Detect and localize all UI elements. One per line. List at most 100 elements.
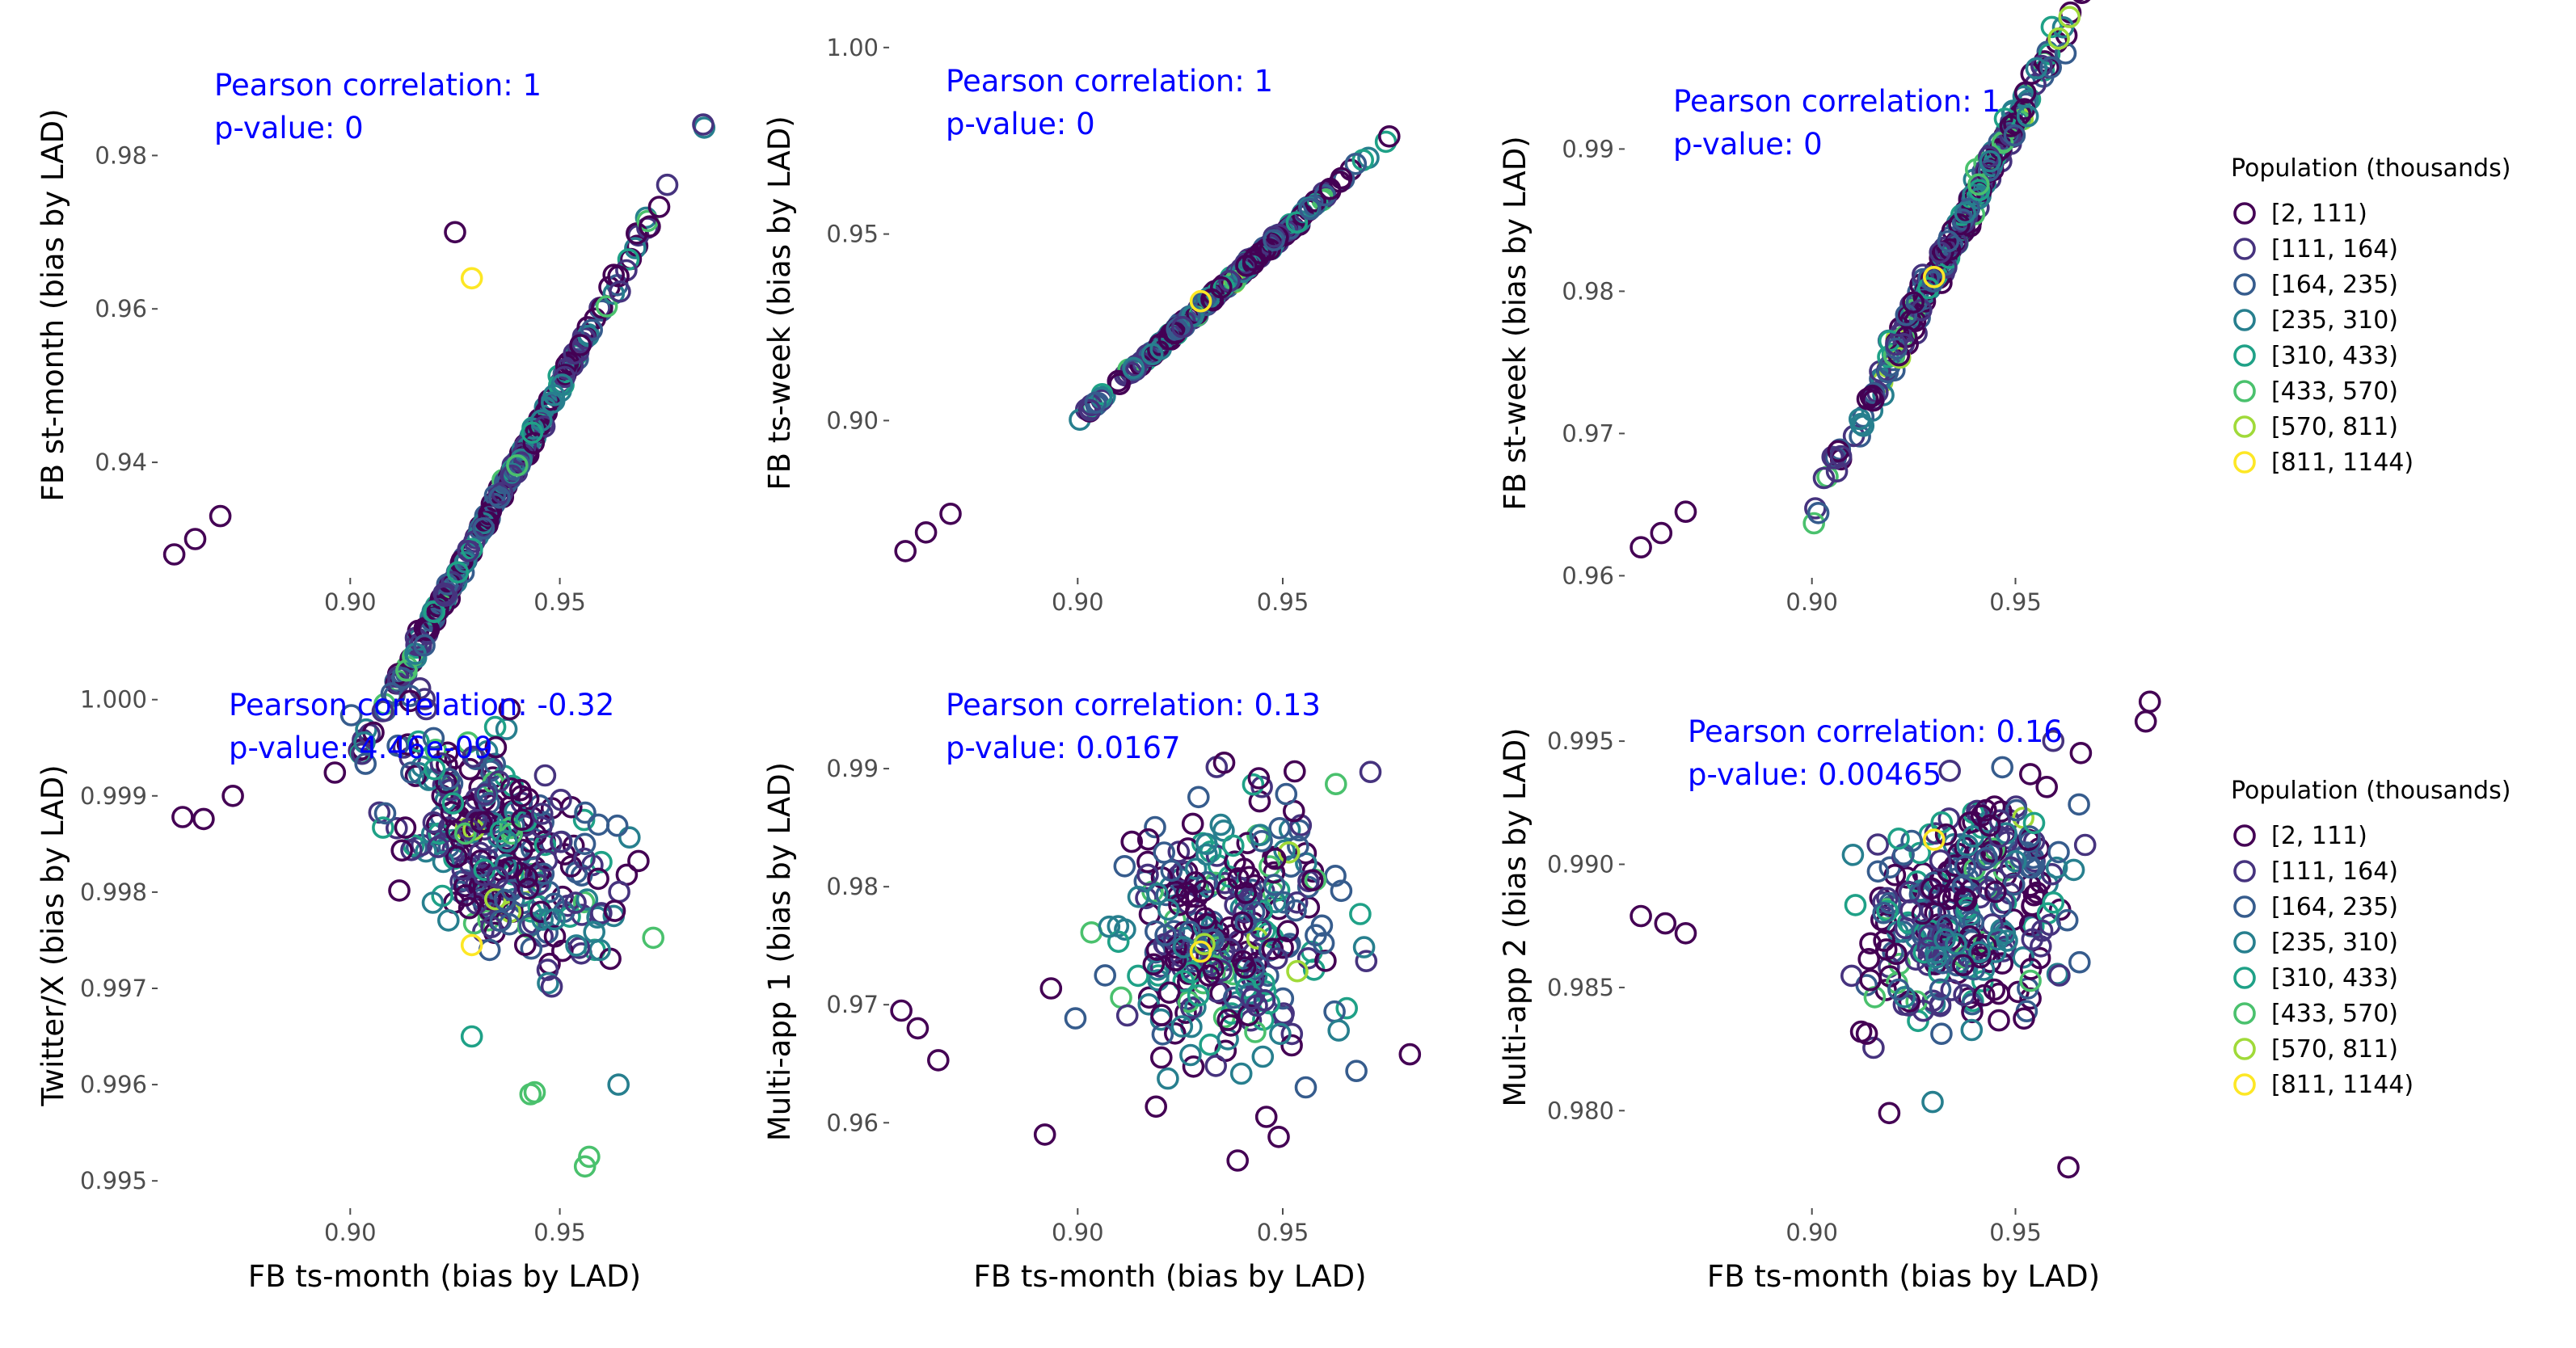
panel-6-x-axis-label: FB ts-month (bias by LAD)	[1707, 1259, 2100, 1294]
legend-key-icon	[2233, 309, 2256, 331]
data-point	[624, 237, 647, 259]
data-point	[2138, 690, 2161, 714]
legend-key-icon	[2233, 415, 2256, 438]
data-point	[1241, 988, 1263, 1010]
legend-key-icon	[2233, 1038, 2256, 1060]
data-point	[1277, 841, 1301, 864]
data-point	[386, 734, 409, 757]
data-point	[1269, 1022, 1292, 1046]
data-point	[603, 899, 626, 922]
data-point	[1251, 1045, 1275, 1068]
legend-label: [235, 310)	[2271, 306, 2398, 335]
data-point	[1247, 767, 1271, 790]
data-point	[1330, 879, 1353, 903]
data-point	[1856, 387, 1879, 411]
panel-6-p-value: p-value: 0.00465	[1688, 757, 1941, 792]
data-point	[445, 845, 468, 868]
data-point	[460, 1025, 483, 1048]
data-point	[1936, 914, 1959, 937]
data-point	[617, 248, 640, 271]
data-point	[1988, 982, 2010, 1005]
data-point	[1674, 922, 1697, 945]
data-point	[2040, 862, 2064, 886]
legend-key-icon	[2233, 202, 2256, 225]
data-point	[1956, 896, 1979, 919]
data-point	[1216, 1028, 1239, 1051]
data-point	[1962, 910, 1985, 933]
data-point	[1276, 920, 1300, 942]
data-point	[1859, 968, 1882, 992]
data-point	[1802, 512, 1825, 535]
data-point	[1989, 895, 2013, 918]
legend-label: [111, 164)	[2271, 857, 2398, 886]
panel-6-x-ticks: 0.90 0.95	[1785, 1208, 2042, 1246]
data-point	[489, 909, 512, 933]
legend-key-icon	[2233, 895, 2256, 918]
y-tick-label: 0.995	[1547, 727, 1614, 755]
panel-5-points	[890, 751, 1422, 1172]
data-point	[1983, 978, 2006, 1001]
data-point	[1349, 903, 1372, 925]
data-point	[531, 908, 554, 931]
data-point	[532, 862, 555, 885]
data-point	[1272, 891, 1296, 914]
data-point	[1940, 979, 1963, 1001]
data-point	[2003, 124, 2026, 147]
data-point	[1318, 177, 1342, 200]
y-tick-label: 0.96	[95, 295, 147, 322]
x-tick-label: 0.95	[533, 588, 586, 616]
data-point	[1398, 1043, 1422, 1066]
data-point	[1866, 860, 1890, 883]
data-point	[440, 800, 463, 824]
data-point	[422, 727, 445, 750]
data-point	[2039, 56, 2062, 79]
panel-6-correlation: Pearson correlation: 0.16	[1688, 714, 2063, 749]
data-point	[1955, 889, 1978, 912]
data-point	[1136, 863, 1159, 887]
data-point	[1137, 986, 1161, 1009]
panel-4-y-axis-label: Twitter/X (bias by LAD)	[36, 765, 70, 1106]
data-point	[1841, 844, 1865, 866]
data-point	[1185, 899, 1208, 922]
panel-2-x-ticks: 0.90 0.95	[1052, 578, 1309, 616]
y-tick-label: 0.95	[826, 221, 879, 248]
data-point-highlight	[1189, 289, 1212, 313]
data-point	[1222, 834, 1245, 857]
data-point	[1267, 1126, 1290, 1148]
panel-1: 0.94 0.96 0.98 0.90 0.95 FB st-month (bias …	[36, 68, 716, 765]
data-point	[410, 630, 432, 654]
data-point	[1872, 901, 1895, 925]
data-point	[1285, 891, 1309, 914]
data-point	[1294, 842, 1318, 865]
data-point	[1157, 898, 1180, 921]
data-point	[2042, 729, 2065, 752]
data-point	[523, 1081, 546, 1104]
data-point	[575, 888, 599, 911]
data-point	[1804, 497, 1827, 520]
data-point	[1297, 896, 1321, 919]
data-point	[2055, 908, 2079, 932]
data-point	[1883, 863, 1907, 887]
data-point	[1975, 846, 1998, 870]
data-point	[2073, 833, 2097, 857]
data-point	[2026, 881, 2048, 904]
data-point	[1212, 751, 1236, 774]
data-point	[543, 925, 567, 948]
data-point	[2013, 1007, 2035, 1030]
data-point	[1107, 369, 1130, 393]
legend-key-icon	[2233, 273, 2256, 296]
data-point	[2058, 6, 2081, 28]
data-point	[478, 503, 500, 526]
data-point	[1229, 1062, 1253, 1085]
panel-3-correlation: Pearson correlation: 1	[1673, 84, 2001, 119]
data-point	[2022, 883, 2046, 907]
data-point	[1191, 879, 1215, 903]
data-point	[1187, 786, 1210, 809]
data-point	[569, 334, 592, 356]
data-point	[1120, 830, 1143, 853]
data-point	[2005, 798, 2028, 822]
data-point	[1966, 799, 1988, 823]
data-point	[1137, 993, 1160, 1016]
data-point	[2018, 825, 2041, 848]
